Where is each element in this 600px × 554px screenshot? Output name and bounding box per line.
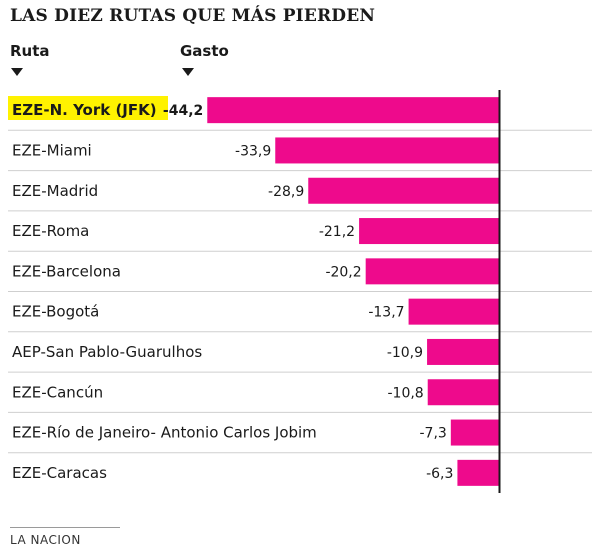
bar bbox=[427, 379, 499, 406]
bar bbox=[275, 137, 499, 164]
route-column-header: Ruta bbox=[10, 42, 50, 60]
spend-column-header: Gasto bbox=[180, 42, 229, 60]
data-label: -13,7 bbox=[368, 305, 404, 321]
spend-sort-arrow-icon bbox=[182, 68, 194, 76]
data-label: -6,3 bbox=[426, 466, 453, 482]
bar bbox=[450, 419, 499, 446]
route-label: AEP-San Pablo-Guarulhos bbox=[12, 343, 202, 361]
bar bbox=[408, 298, 499, 325]
data-label: -44,2 bbox=[163, 103, 203, 119]
data-label: -33,9 bbox=[235, 143, 271, 159]
footer-divider bbox=[10, 527, 120, 528]
route-label: EZE-Barcelona bbox=[12, 262, 121, 280]
data-label: -10,9 bbox=[387, 345, 423, 361]
data-label: -20,2 bbox=[325, 264, 361, 280]
data-label: -21,2 bbox=[319, 224, 355, 240]
chart-title: LAS DIEZ RUTAS QUE MÁS PIERDEN bbox=[10, 6, 376, 26]
bar bbox=[308, 177, 499, 204]
data-label: -7,3 bbox=[419, 426, 446, 442]
route-label: EZE-Miami bbox=[12, 141, 92, 159]
bar bbox=[359, 218, 499, 245]
route-label: EZE-Roma bbox=[12, 222, 89, 240]
route-label: EZE-N. York (JFK) bbox=[12, 101, 157, 119]
source-credit: LA NACION bbox=[10, 533, 81, 547]
route-label: EZE-Río de Janeiro- Antonio Carlos Jobim bbox=[12, 424, 317, 442]
route-label: EZE-Madrid bbox=[12, 182, 98, 200]
bar bbox=[427, 338, 499, 365]
data-label: -10,8 bbox=[387, 385, 423, 401]
bar-chart: EZE-N. York (JFK) -44,2 EZE-Miami -33,9 EZE-… bbox=[8, 90, 592, 493]
bar bbox=[365, 258, 499, 285]
data-label: -28,9 bbox=[268, 184, 304, 200]
bar bbox=[207, 97, 499, 124]
bar bbox=[457, 459, 499, 486]
route-label: EZE-Bogotá bbox=[12, 303, 99, 321]
route-label: EZE-Cancún bbox=[12, 383, 103, 401]
route-sort-arrow-icon bbox=[11, 68, 23, 76]
route-label: EZE-Caracas bbox=[12, 464, 107, 482]
route-highlight bbox=[8, 96, 168, 120]
